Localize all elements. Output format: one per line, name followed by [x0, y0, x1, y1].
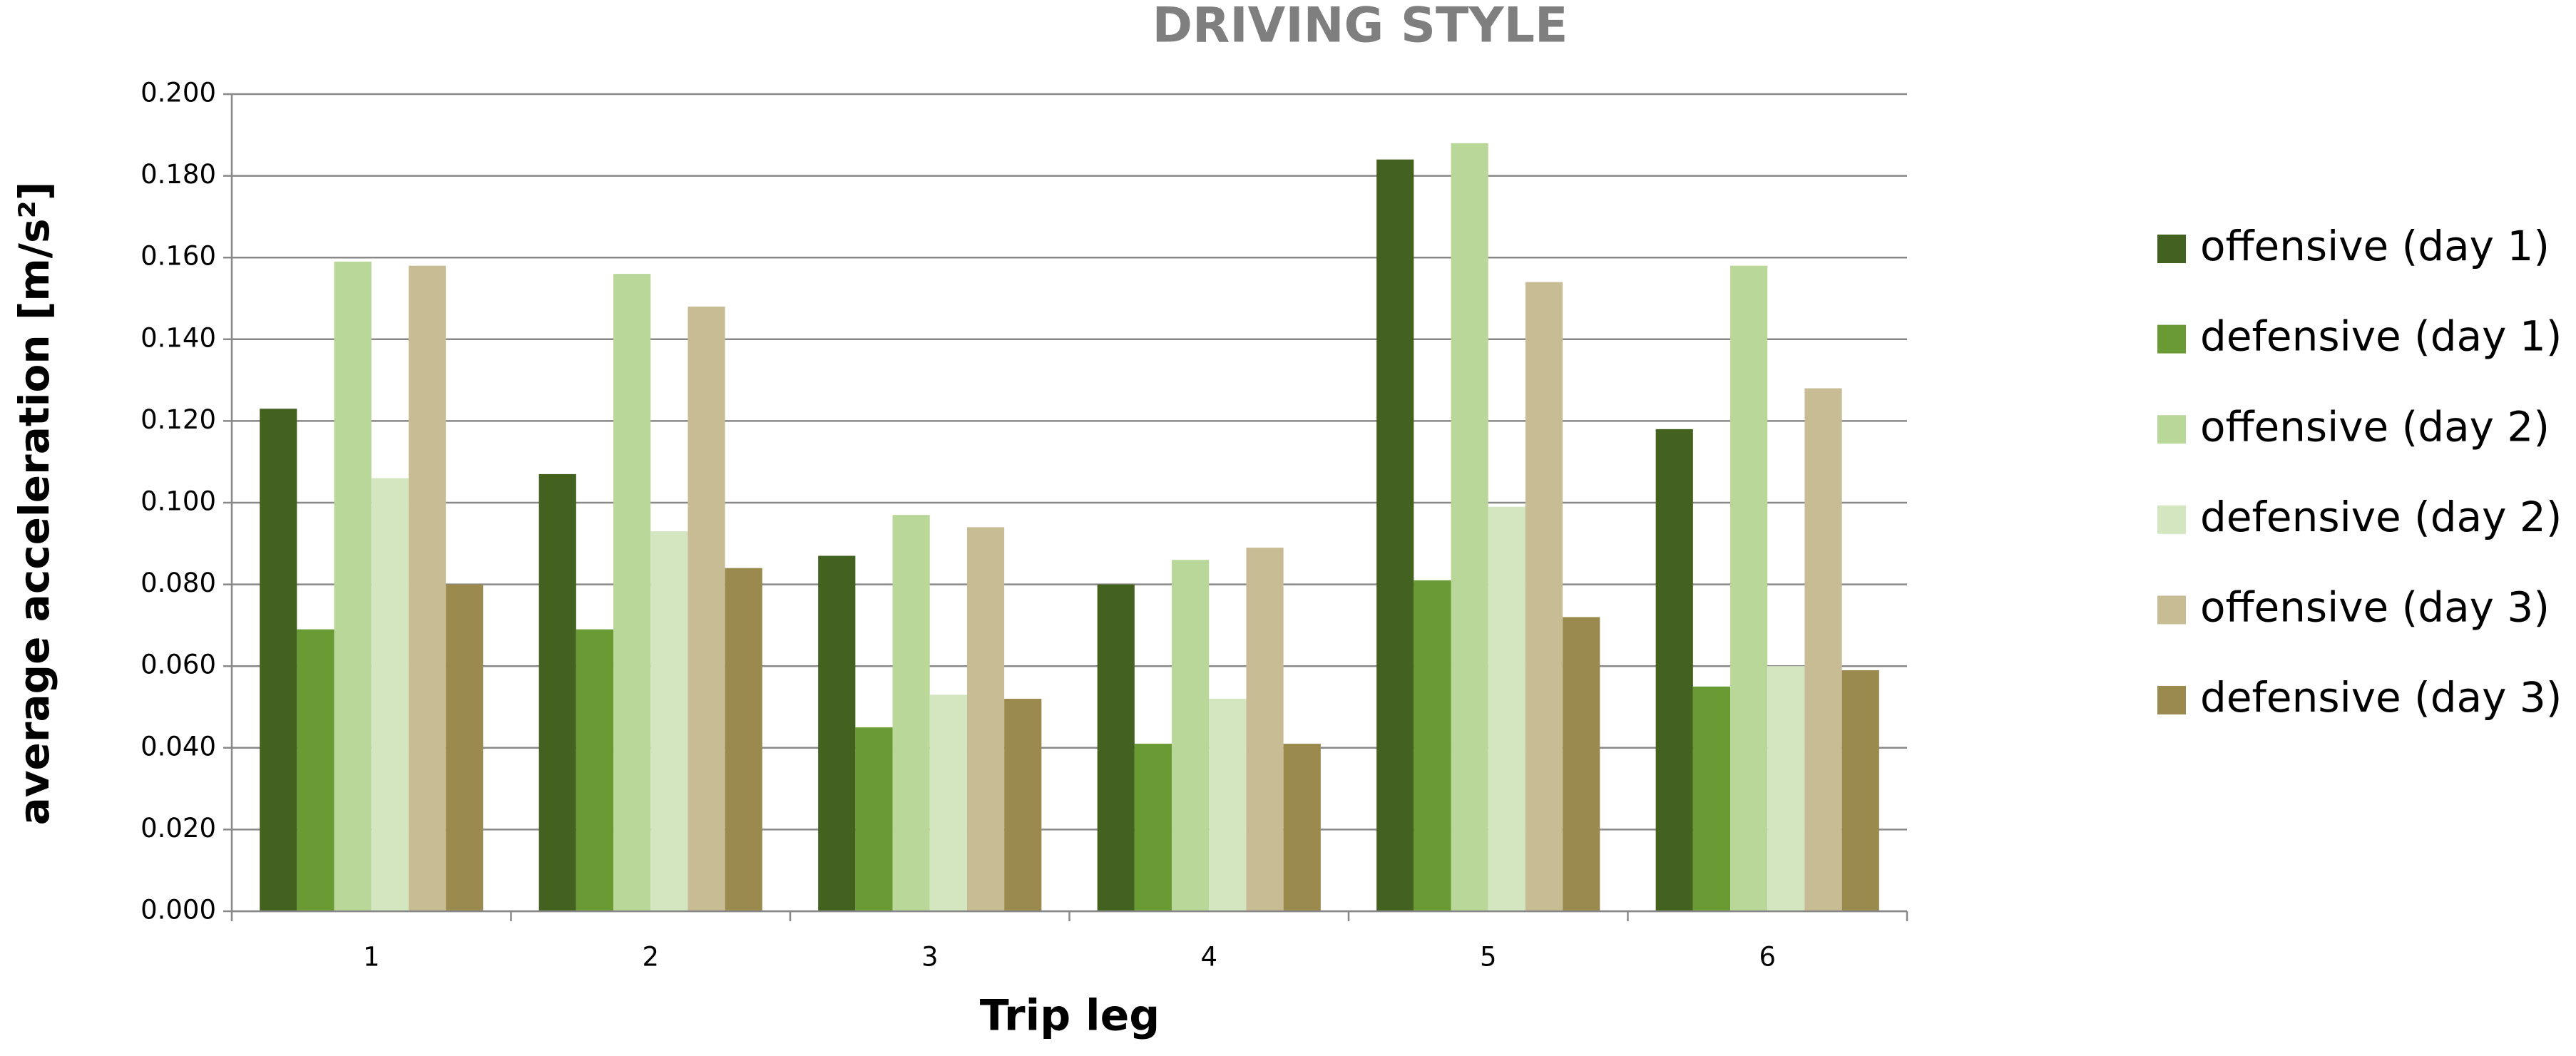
y-tick-label: 0.160 [140, 241, 216, 272]
x-tick-label: 1 [363, 942, 380, 973]
y-tick-label: 0.020 [140, 813, 216, 844]
legend-swatch [2157, 505, 2186, 534]
bar [1488, 506, 1525, 911]
bar [297, 629, 334, 911]
legend-swatch [2157, 595, 2186, 625]
bar [576, 629, 614, 911]
chart-title: DRIVING STYLE [1152, 0, 1568, 54]
bar [725, 568, 762, 911]
y-axis-title: average acceleration [m/s²] [10, 182, 58, 826]
bar [446, 584, 484, 911]
x-tick-label: 5 [1480, 942, 1497, 973]
bar [1692, 686, 1731, 911]
bar [1563, 617, 1600, 911]
bar [650, 531, 688, 911]
x-tick-label: 4 [1200, 942, 1217, 973]
legend-swatch [2157, 235, 2186, 263]
legend-swatch [2157, 415, 2186, 444]
x-tick-label: 6 [1759, 942, 1776, 973]
bar [1525, 282, 1563, 912]
y-tick-label: 0.060 [140, 650, 216, 680]
bar [1283, 744, 1321, 911]
y-tick-label: 0.180 [140, 159, 216, 190]
bar [538, 473, 576, 911]
bar [1134, 744, 1172, 911]
bar [260, 409, 297, 911]
bar [1004, 699, 1042, 911]
legend-label: offensive (day 3) [2200, 583, 2550, 632]
legend-label: offensive (day 1) [2200, 222, 2550, 270]
bar [1376, 159, 1414, 912]
y-tick-label: 0.080 [140, 568, 216, 598]
bar [1730, 265, 1768, 911]
bar [1767, 666, 1805, 911]
bar [1655, 429, 1693, 911]
bar [1804, 388, 1842, 911]
bar [688, 306, 725, 912]
y-tick-label: 0.200 [140, 78, 216, 108]
bar [613, 274, 651, 911]
y-tick-label: 0.100 [140, 486, 216, 517]
x-axis-title: Trip leg [980, 991, 1160, 1041]
x-tick-label: 2 [642, 942, 659, 973]
y-tick-label: 0.040 [140, 731, 216, 762]
bar [1209, 699, 1247, 911]
bar [818, 555, 856, 911]
bar [892, 515, 930, 911]
legend-swatch [2157, 686, 2186, 714]
bar [1097, 584, 1135, 911]
bar [334, 261, 372, 911]
bar [1451, 143, 1488, 911]
y-tick-label: 0.140 [140, 322, 216, 353]
x-tick-label: 3 [921, 942, 939, 973]
legend-label: defensive (day 2) [2200, 493, 2562, 541]
y-tick-label: 0.120 [140, 404, 216, 435]
bar [929, 694, 967, 911]
bar [1246, 548, 1284, 911]
legend-label: offensive (day 2) [2200, 402, 2550, 451]
bar [966, 527, 1005, 911]
bar [1841, 670, 1879, 911]
legend-label: defensive (day 3) [2200, 673, 2562, 722]
bar [1172, 560, 1210, 911]
bar [408, 265, 446, 911]
bar [1414, 580, 1451, 911]
bar [371, 478, 409, 911]
legend-label: defensive (day 1) [2200, 312, 2562, 361]
legend-swatch [2157, 324, 2186, 354]
bar [855, 727, 893, 911]
y-tick-label: 0.000 [140, 895, 216, 926]
